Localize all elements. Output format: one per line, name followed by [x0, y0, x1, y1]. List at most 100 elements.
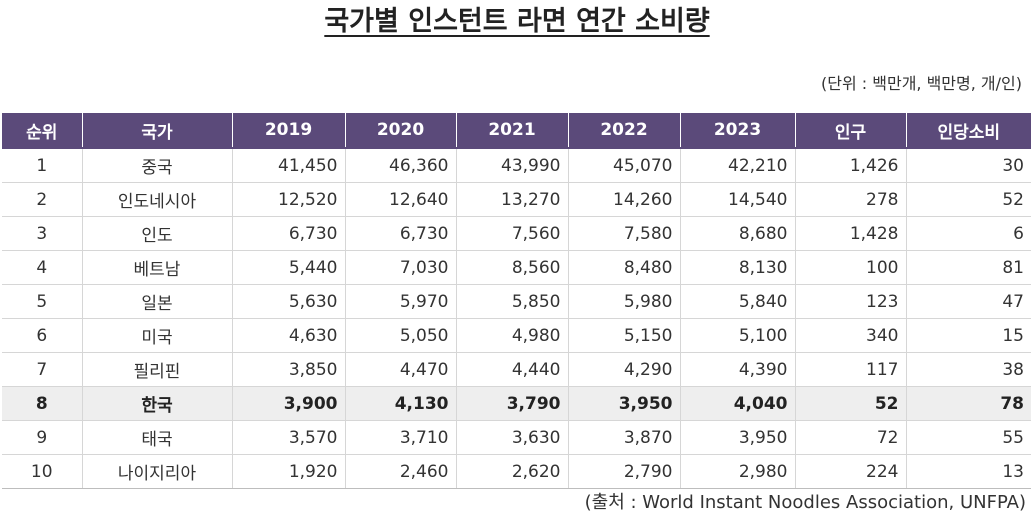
- chart-title: 국가별 인스턴트 라면 연간 소비량: [0, 2, 1034, 42]
- table-cell: 8,130: [679, 250, 795, 285]
- table-body: 1 중국 41,450 46,360 43,990 45,070 42,210 1,426 30…: [2, 148, 1031, 489]
- table-cell: 12,640: [344, 182, 456, 217]
- table-cell: 13,270: [455, 182, 568, 217]
- table-cell: 2,620: [455, 454, 568, 489]
- table-cell: 6: [2, 318, 82, 353]
- table-cell: 5,980: [567, 284, 680, 319]
- table-cell: 태국: [81, 420, 232, 455]
- unit-note: (단위 : 백만개, 백만명, 개/인): [821, 74, 1022, 93]
- table-cell: 8,680: [679, 216, 795, 251]
- table-row: 3 인도 6,730 6,730 7,560 7,580 8,680 1,428 6: [2, 216, 1031, 251]
- table-cell: 7,030: [344, 250, 456, 285]
- table-cell: 3,790: [455, 386, 568, 421]
- table-cell: 2: [2, 182, 82, 217]
- chart-title-text: 국가별 인스턴트 라면 연간 소비량: [324, 6, 710, 37]
- table-cell: 5,440: [231, 250, 345, 285]
- table-row: 1 중국 41,450 46,360 43,990 45,070 42,210 1,426 30: [2, 148, 1031, 183]
- table-cell: 중국: [81, 148, 232, 183]
- table-row: 6 미국 4,630 5,050 4,980 5,150 5,100 340 15: [2, 318, 1031, 353]
- table-cell: 1,428: [794, 216, 906, 251]
- table-cell: 30: [905, 148, 1031, 183]
- column-header: 2019: [231, 113, 345, 149]
- table-cell: 6,730: [231, 216, 345, 251]
- table-cell: 72: [794, 420, 906, 455]
- table-cell: 1,426: [794, 148, 906, 183]
- table-row: 5 일본 5,630 5,970 5,850 5,980 5,840 123 47: [2, 284, 1031, 319]
- table-cell: 52: [794, 386, 906, 421]
- table-cell: 인도: [81, 216, 232, 251]
- table-cell: 4,630: [231, 318, 345, 353]
- column-header: 순위: [2, 113, 82, 149]
- table-cell: 2,980: [679, 454, 795, 489]
- table-cell: 43,990: [455, 148, 568, 183]
- column-header: 2023: [679, 113, 795, 149]
- table-cell: 8,480: [567, 250, 680, 285]
- table-cell: 5,050: [344, 318, 456, 353]
- table-cell: 14,260: [567, 182, 680, 217]
- table-cell: 123: [794, 284, 906, 319]
- table-cell: 4,980: [455, 318, 568, 353]
- table-cell: 5: [2, 284, 82, 319]
- table-cell: 4,440: [455, 352, 568, 387]
- table-cell: 81: [905, 250, 1031, 285]
- table-cell: 한국: [81, 386, 232, 421]
- table-cell: 베트남: [81, 250, 232, 285]
- table-cell: 42,210: [679, 148, 795, 183]
- table-cell: 52: [905, 182, 1031, 217]
- table-cell: 5,840: [679, 284, 795, 319]
- table-row: 7 필리핀 3,850 4,470 4,440 4,290 4,390 117 38: [2, 352, 1031, 387]
- table-cell: 2,790: [567, 454, 680, 489]
- source-note: (출처 : World Instant Noodles Association,…: [584, 492, 1026, 513]
- table-cell: 15: [905, 318, 1031, 353]
- table-cell: 인도네시아: [81, 182, 232, 217]
- table-cell: 4,040: [679, 386, 795, 421]
- table-cell: 5,150: [567, 318, 680, 353]
- table-cell: 5,630: [231, 284, 345, 319]
- table-cell: 224: [794, 454, 906, 489]
- consumption-table: 순위 국가 2019 2020 2021 2022 2023 인구 인당소비 1 중국 41,450…: [2, 113, 1031, 489]
- table-cell: 4,290: [567, 352, 680, 387]
- table-cell: 필리핀: [81, 352, 232, 387]
- table-cell: 7,560: [455, 216, 568, 251]
- table-row: 10 나이지리아 1,920 2,460 2,620 2,790 2,980 224 13: [2, 454, 1031, 489]
- column-header: 인구: [794, 113, 906, 149]
- table-cell: 47: [905, 284, 1031, 319]
- table-row: 4 베트남 5,440 7,030 8,560 8,480 8,130 100 81: [2, 250, 1031, 285]
- table-cell: 5,100: [679, 318, 795, 353]
- table-cell: 3,950: [567, 386, 680, 421]
- table-cell: 55: [905, 420, 1031, 455]
- column-header: 국가: [81, 113, 232, 149]
- table-cell: 4: [2, 250, 82, 285]
- table-cell: 13: [905, 454, 1031, 489]
- table-cell: 8: [2, 386, 82, 421]
- table-header-row: 순위 국가 2019 2020 2021 2022 2023 인구 인당소비: [2, 113, 1031, 149]
- table-cell: 45,070: [567, 148, 680, 183]
- table-cell: 나이지리아: [81, 454, 232, 489]
- table-cell: 4,470: [344, 352, 456, 387]
- column-header: 2020: [344, 113, 456, 149]
- table-cell: 3,900: [231, 386, 345, 421]
- table-row: 9 태국 3,570 3,710 3,630 3,870 3,950 72 55: [2, 420, 1031, 455]
- column-header: 2021: [455, 113, 568, 149]
- table-cell: 5,970: [344, 284, 456, 319]
- table-cell: 3: [2, 216, 82, 251]
- table-cell: 7: [2, 352, 82, 387]
- table-cell: 9: [2, 420, 82, 455]
- table-cell: 4,390: [679, 352, 795, 387]
- table-cell: 41,450: [231, 148, 345, 183]
- table-cell: 3,710: [344, 420, 456, 455]
- table-cell: 46,360: [344, 148, 456, 183]
- table-row: 8 한국 3,900 4,130 3,790 3,950 4,040 52 78: [2, 386, 1031, 421]
- table-cell: 미국: [81, 318, 232, 353]
- table-cell: 14,540: [679, 182, 795, 217]
- table-cell: 8,560: [455, 250, 568, 285]
- table-cell: 3,630: [455, 420, 568, 455]
- table-cell: 100: [794, 250, 906, 285]
- table-cell: 10: [2, 454, 82, 489]
- table-cell: 5,850: [455, 284, 568, 319]
- column-header: 인당소비: [905, 113, 1031, 149]
- column-header: 2022: [567, 113, 680, 149]
- table-cell: 1: [2, 148, 82, 183]
- table-cell: 3,950: [679, 420, 795, 455]
- table-cell: 3,850: [231, 352, 345, 387]
